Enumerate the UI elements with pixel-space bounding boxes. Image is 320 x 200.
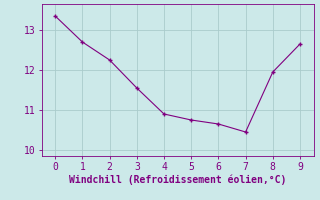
X-axis label: Windchill (Refroidissement éolien,°C): Windchill (Refroidissement éolien,°C) bbox=[69, 174, 286, 185]
